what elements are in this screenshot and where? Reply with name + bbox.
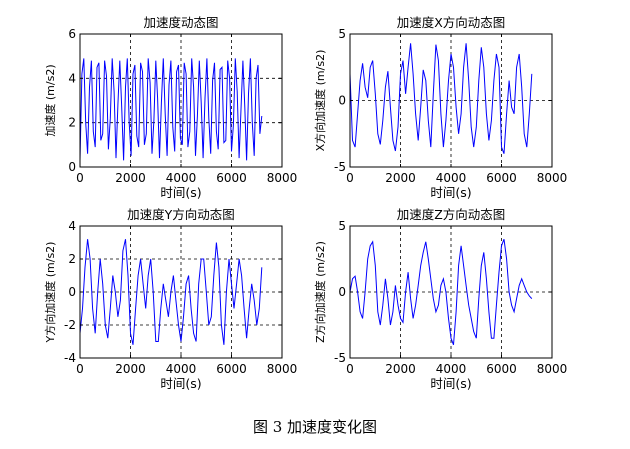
y-axis-label: Y方向加速度 (m/s2) (43, 242, 57, 344)
y-tick-label: 0 (338, 285, 346, 299)
chart-title: 加速度Y方向动态图 (127, 207, 235, 222)
x-tick-label: 6000 (216, 171, 247, 185)
y-tick-label: -5 (334, 160, 346, 174)
y-axis-label: 加速度 (m/s2) (43, 64, 57, 136)
figure-caption: 图 3 加速度变化图 (253, 418, 377, 436)
chart-panel-3: 加速度Y方向动态图 0 2000 4000 6000 8000 -4 -2 0 2 4 时间(s) Y方… (43, 207, 297, 391)
x-tick-label: 0 (346, 171, 354, 185)
y-tick-label: -5 (334, 351, 346, 365)
x-tick-label: 8000 (537, 171, 568, 185)
x-tick-label: 6000 (216, 362, 247, 376)
x-tick-label: 2000 (385, 362, 416, 376)
chart-title: 加速度动态图 (143, 15, 218, 30)
y-tick-label: 5 (338, 219, 346, 233)
y-tick-label: 0 (68, 285, 76, 299)
y-tick-label: 4 (68, 71, 76, 85)
x-tick-label: 2000 (115, 362, 146, 376)
chart-panel-1: 加速度动态图 0 2000 4000 6000 8000 0 2 4 6 时间(s) 加速度 (m/s… (43, 15, 297, 200)
x-tick-label: 8000 (537, 362, 568, 376)
x-tick-label: 6000 (486, 171, 517, 185)
y-tick-label: -2 (64, 318, 76, 332)
x-tick-label: 2000 (115, 171, 146, 185)
y-axis-label: X方向加速度 (m/s2) (313, 50, 327, 152)
x-axis-label: 时间(s) (430, 376, 471, 391)
x-tick-label: 0 (346, 362, 354, 376)
y-tick-label: 6 (68, 27, 76, 41)
chart-title: 加速度X方向动态图 (397, 15, 506, 30)
x-axis-label: 时间(s) (160, 185, 201, 200)
y-tick-label: 5 (338, 27, 346, 41)
y-tick-label: 2 (68, 116, 76, 130)
x-tick-label: 0 (76, 362, 84, 376)
x-tick-label: 4000 (166, 362, 197, 376)
x-axis-label: 时间(s) (160, 376, 201, 391)
x-tick-label: 4000 (166, 171, 197, 185)
x-tick-label: 8000 (267, 171, 298, 185)
x-tick-label: 4000 (436, 362, 467, 376)
x-tick-label: 2000 (385, 171, 416, 185)
y-axis-label: Z方向加速度 (m/s2) (313, 241, 327, 343)
y-tick-label: 0 (338, 94, 346, 108)
x-tick-label: 0 (76, 171, 84, 185)
y-tick-label: 0 (68, 160, 76, 174)
x-tick-label: 8000 (267, 362, 298, 376)
x-tick-label: 4000 (436, 171, 467, 185)
data-series-line (79, 239, 263, 345)
data-series-line (349, 43, 533, 154)
chart-title: 加速度Z方向动态图 (397, 207, 506, 222)
y-tick-label: 4 (68, 219, 76, 233)
y-tick-label: -4 (64, 351, 76, 365)
x-tick-label: 6000 (486, 362, 517, 376)
data-series-line (79, 58, 263, 161)
x-axis-label: 时间(s) (430, 185, 471, 200)
y-tick-label: 2 (68, 252, 76, 266)
data-series-line (349, 239, 533, 345)
